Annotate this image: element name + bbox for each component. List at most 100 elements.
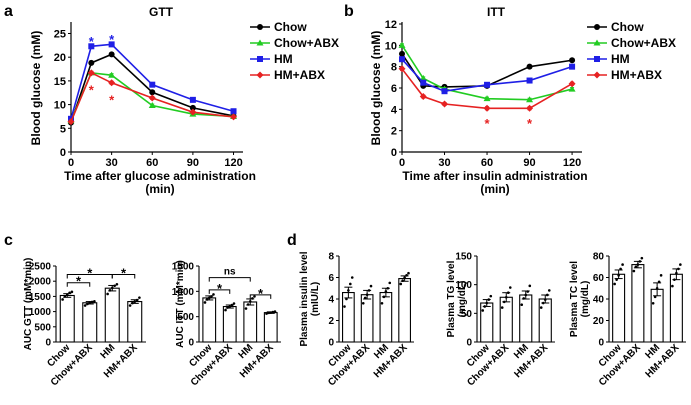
data-dot bbox=[369, 284, 373, 288]
data-dot bbox=[632, 269, 636, 273]
legend-entry: HM bbox=[611, 52, 630, 66]
data-dot bbox=[640, 256, 644, 260]
chart-title: GTT bbox=[149, 5, 174, 19]
significance-bracket bbox=[111, 274, 136, 279]
y-tick-label: 150 bbox=[455, 252, 472, 263]
y-tick-label: 2000 bbox=[29, 277, 52, 288]
data-point bbox=[441, 100, 449, 108]
data-point bbox=[108, 71, 116, 78]
data-dot bbox=[617, 274, 620, 277]
y-tick-label: 0 bbox=[188, 338, 194, 349]
x-tick-label: 60 bbox=[481, 157, 493, 169]
data-dot bbox=[528, 284, 532, 288]
y-tick-label: 500 bbox=[177, 312, 194, 323]
data-point bbox=[148, 94, 156, 102]
data-dot bbox=[108, 289, 112, 292]
data-dot bbox=[232, 302, 236, 305]
data-point bbox=[420, 79, 427, 86]
data-dot bbox=[63, 295, 67, 298]
significance-bracket bbox=[249, 294, 272, 299]
data-dot bbox=[265, 312, 268, 315]
legend-marker bbox=[257, 56, 263, 62]
data-dot bbox=[384, 290, 388, 293]
data-dot bbox=[350, 276, 354, 279]
y-tick-label: 10 bbox=[385, 40, 397, 52]
panel-label-a: a bbox=[4, 3, 13, 20]
y-axis-label-unit: (mIU/L) bbox=[310, 282, 321, 316]
data-dot bbox=[226, 306, 229, 309]
x-axis-label-unit: (min) bbox=[145, 182, 174, 196]
data-point bbox=[88, 43, 95, 50]
data-dot bbox=[508, 286, 512, 289]
bar bbox=[650, 288, 664, 343]
data-point bbox=[526, 77, 533, 84]
y-axis-label: AUC ITT (mM*min) bbox=[175, 260, 186, 348]
data-dot bbox=[131, 301, 134, 305]
y-tick-label: 2 bbox=[328, 316, 334, 327]
data-dot bbox=[671, 284, 674, 288]
data-point bbox=[399, 56, 405, 63]
significance-bracket bbox=[208, 277, 251, 282]
x-axis-label-unit: (min) bbox=[480, 182, 509, 196]
y-tick-label: 10 bbox=[54, 100, 66, 112]
legend-marker bbox=[593, 39, 601, 46]
data-point bbox=[87, 69, 95, 77]
y-tick-label: 5 bbox=[60, 123, 66, 135]
data-dot bbox=[230, 303, 234, 307]
data-dot bbox=[405, 274, 408, 277]
bar bbox=[538, 298, 552, 343]
data-dot bbox=[253, 295, 256, 298]
significance-label: * bbox=[258, 286, 264, 301]
data-dot bbox=[367, 289, 371, 292]
data-dot bbox=[380, 302, 384, 305]
significance-label: * bbox=[121, 266, 127, 281]
data-point bbox=[419, 74, 427, 81]
data-dot bbox=[138, 296, 141, 299]
y-tick-label: 0 bbox=[45, 338, 51, 349]
data-point bbox=[230, 108, 237, 115]
data-dot bbox=[210, 295, 213, 298]
bar bbox=[519, 294, 533, 343]
y-axis-label: Plasma TG level bbox=[446, 260, 457, 337]
y-tick-label: 2 bbox=[391, 126, 397, 138]
y-tick-label: 2500 bbox=[29, 262, 52, 273]
data-dot bbox=[347, 289, 350, 292]
panel-label-c: c bbox=[4, 232, 13, 249]
data-dot bbox=[133, 300, 137, 303]
legend-entry: Chow+ABX bbox=[274, 36, 339, 50]
data-dot bbox=[659, 274, 663, 277]
bar bbox=[398, 278, 411, 343]
bar bbox=[104, 287, 120, 343]
data-dot bbox=[504, 295, 508, 299]
data-dot bbox=[407, 271, 410, 275]
data-dot bbox=[273, 310, 277, 313]
data-dot bbox=[228, 305, 232, 308]
data-dot bbox=[361, 302, 365, 305]
y-axis-label: Blood glucose (mM) bbox=[29, 31, 43, 146]
significance-star: * bbox=[527, 116, 533, 131]
data-point bbox=[108, 79, 116, 87]
bar bbox=[499, 296, 513, 343]
data-dot bbox=[524, 293, 528, 297]
data-dot bbox=[386, 286, 390, 290]
data-point bbox=[230, 113, 238, 121]
bar bbox=[631, 264, 645, 343]
x-tick-label: 30 bbox=[106, 157, 118, 169]
data-dot bbox=[113, 284, 116, 288]
legend-marker bbox=[257, 24, 263, 30]
data-dot bbox=[115, 282, 119, 286]
data-dot bbox=[271, 310, 275, 314]
data-dot bbox=[388, 281, 392, 285]
legend-marker bbox=[594, 56, 600, 62]
data-dot bbox=[246, 303, 250, 306]
data-dot bbox=[365, 293, 369, 297]
data-dot bbox=[93, 299, 96, 303]
series-line-3 bbox=[401, 68, 573, 110]
data-dot bbox=[520, 303, 524, 307]
y-axis-label: Plasma TC level bbox=[569, 261, 580, 337]
y-tick-label: 80 bbox=[593, 252, 605, 263]
data-dot bbox=[399, 282, 403, 286]
data-dot bbox=[502, 300, 506, 304]
